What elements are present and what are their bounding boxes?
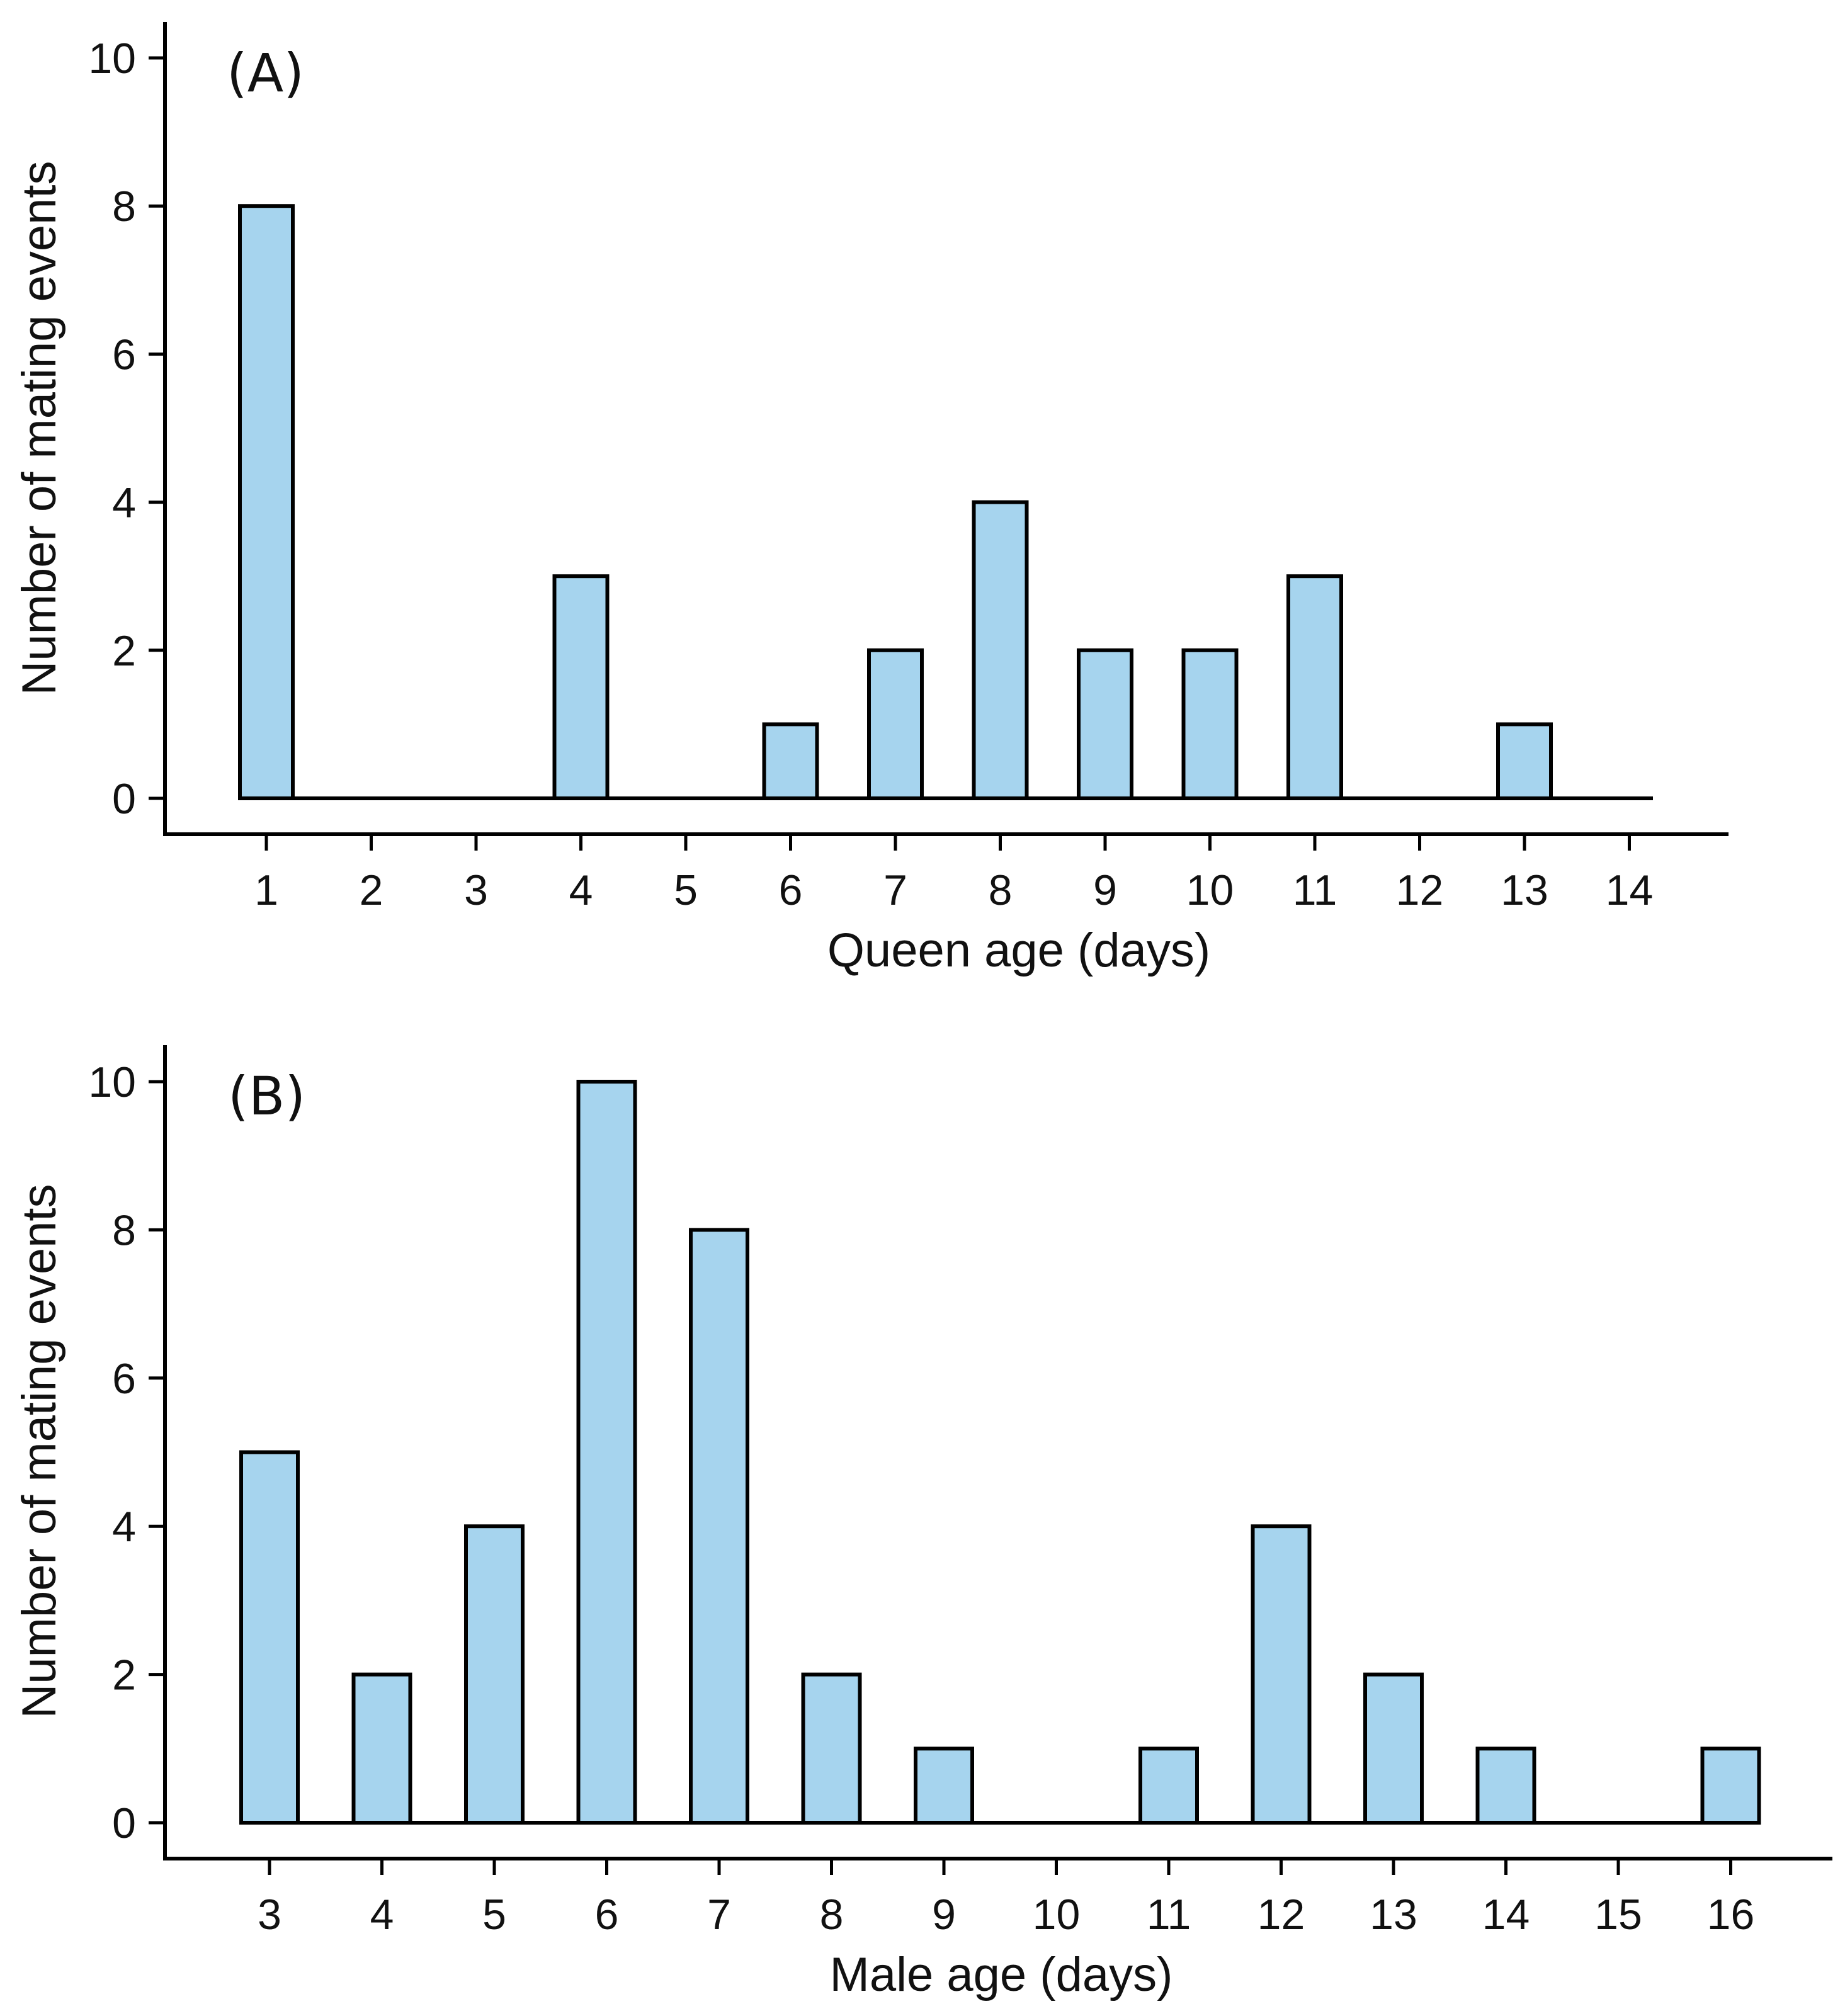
y-axis-title: Number of mating events [13, 161, 66, 695]
x-tick-label: 11 [1293, 866, 1337, 914]
bar-9 [1077, 648, 1133, 801]
x-tick-label: 14 [1482, 1891, 1530, 1939]
panel-label: (A) [227, 42, 304, 104]
y-tick-label: 2 [112, 627, 136, 675]
x-tick-label: 13 [1370, 1891, 1417, 1939]
bar-8 [972, 500, 1029, 800]
x-tick-label: 10 [1033, 1891, 1081, 1939]
bar-14 [1475, 1747, 1536, 1825]
panel-label: (B) [228, 1065, 305, 1127]
x-tick-label: 10 [1186, 866, 1234, 914]
x-tick-label: 9 [932, 1891, 956, 1939]
y-tick-label: 8 [112, 1206, 136, 1254]
bar-13 [1363, 1672, 1424, 1825]
x-tick-label: 15 [1594, 1891, 1642, 1939]
panel-b: 0 2 4 6 8 10 3 4 5 6 7 8 9 10 11 12 13 14 15 16 (B) Number of… [13, 1045, 1832, 2002]
bar-13 [1496, 722, 1553, 801]
bar-10 [1181, 648, 1239, 801]
bar-4 [552, 574, 610, 800]
y-tick-label: 6 [112, 331, 136, 378]
x-tick-label: 1 [254, 866, 278, 914]
bar-8 [801, 1672, 862, 1825]
bar-6 [576, 1080, 637, 1825]
x-tick-label: 3 [464, 866, 488, 914]
bar-5 [464, 1524, 525, 1825]
y-axis-title: Number of mating events [13, 1184, 66, 1718]
x-tick-label: 8 [989, 866, 1013, 914]
bar-9 [914, 1747, 974, 1825]
bar-11 [1286, 574, 1343, 800]
x-tick-label: 2 [360, 866, 383, 914]
bar-4 [351, 1672, 412, 1825]
x-tick-label: 6 [595, 1891, 619, 1939]
bar-1 [238, 204, 295, 800]
bar-12 [1251, 1524, 1312, 1825]
bar-7 [689, 1228, 749, 1825]
y-tick-label: 8 [112, 183, 136, 230]
x-tick-label: 8 [820, 1891, 844, 1939]
x-tick-label: 13 [1501, 866, 1548, 914]
x-tick-label: 11 [1147, 1891, 1191, 1939]
y-tick-label: 2 [112, 1651, 136, 1699]
x-tick-label: 4 [370, 1891, 394, 1939]
x-tick-label: 7 [883, 866, 907, 914]
bar-3 [239, 1450, 300, 1825]
y-tick-label: 0 [112, 775, 136, 823]
x-tick-label: 3 [258, 1891, 281, 1939]
x-axis-title: Male age (days) [830, 1948, 1173, 2002]
x-tick-label: 12 [1396, 866, 1444, 914]
x-axis-title: Queen age (days) [827, 924, 1210, 977]
bar-16 [1700, 1747, 1761, 1825]
y-tick-label: 4 [112, 1503, 136, 1551]
x-tick-label: 5 [482, 1891, 506, 1939]
x-tick-label: 16 [1707, 1891, 1755, 1939]
x-tick-label: 5 [674, 866, 698, 914]
y-tick-label: 6 [112, 1355, 136, 1403]
x-tick-label: 14 [1606, 866, 1654, 914]
y-tick-label: 0 [112, 1799, 136, 1847]
y-tick-label: 10 [88, 1058, 136, 1106]
y-tick-label: 10 [88, 35, 136, 82]
x-tick-label: 6 [779, 866, 803, 914]
bar-11 [1138, 1747, 1199, 1825]
y-tick-label: 4 [112, 479, 136, 527]
x-tick-label: 4 [569, 866, 593, 914]
x-tick-label: 12 [1257, 1891, 1305, 1939]
bar-6 [762, 722, 819, 801]
x-tick-label: 7 [707, 1891, 731, 1939]
x-tick-label: 9 [1093, 866, 1117, 914]
bar-7 [867, 648, 924, 801]
